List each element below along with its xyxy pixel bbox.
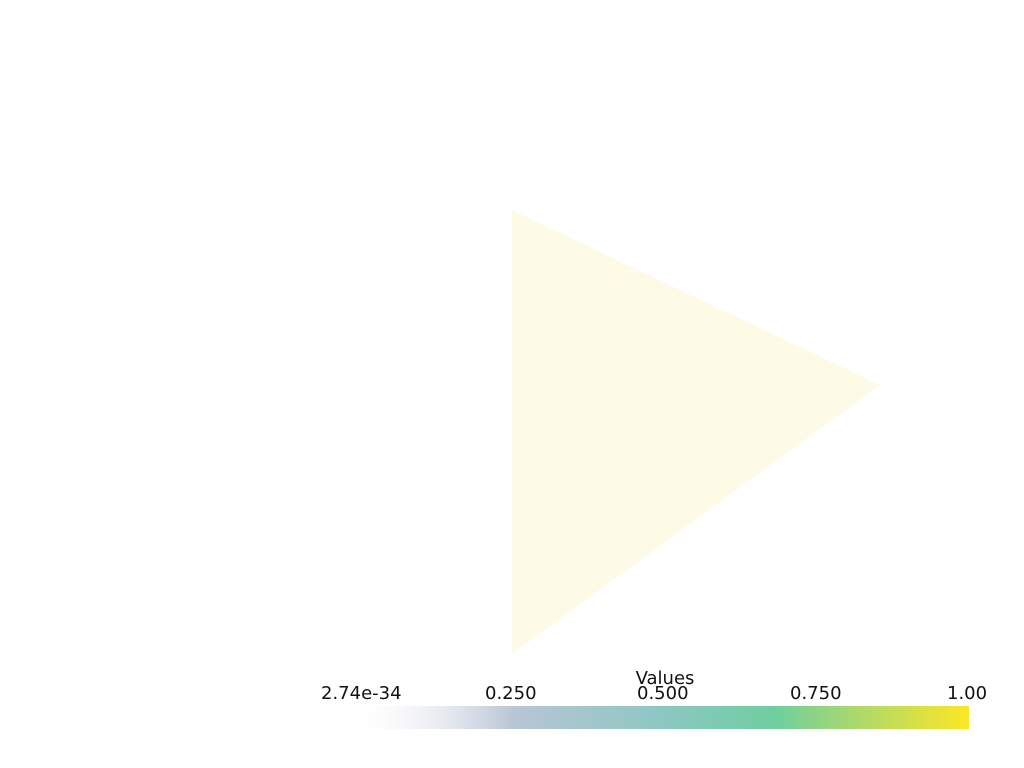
triangle-mesh	[512, 210, 880, 654]
scalar-bar-tick-max: 1.00	[947, 683, 988, 704]
scalar-bar-tick-min: 2.74e-34	[321, 683, 402, 704]
scalar-bar-tick-050: 0.500	[637, 683, 689, 704]
scalar-bar-title: Values	[635, 668, 695, 689]
scalar-bar-tick-025: 0.250	[485, 683, 537, 704]
scalar-bar-tick-075: 0.750	[790, 683, 842, 704]
scalar-bar-gradient	[360, 706, 969, 729]
